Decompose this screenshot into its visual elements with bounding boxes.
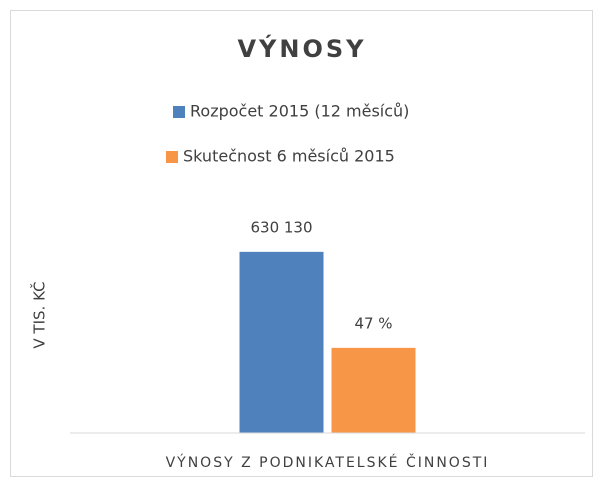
chart-title: VÝNOSY [237,33,366,63]
legend-label: Rozpočet 2015 (12 měsíců) [190,102,409,121]
bar [239,251,324,433]
legend-swatch [173,106,185,118]
legend-swatch [166,151,178,163]
legend-label: Skutečnost 6 měsíců 2015 [183,147,395,166]
data-label: 630 130 [250,218,312,236]
data-label: 47 % [354,314,392,332]
y-axis-label: V TIS. KČ [30,281,49,348]
bar [331,347,416,433]
x-tick-label: VÝNOSY Z PODNIKATELSKÉ ČINNOSTI [166,453,490,471]
